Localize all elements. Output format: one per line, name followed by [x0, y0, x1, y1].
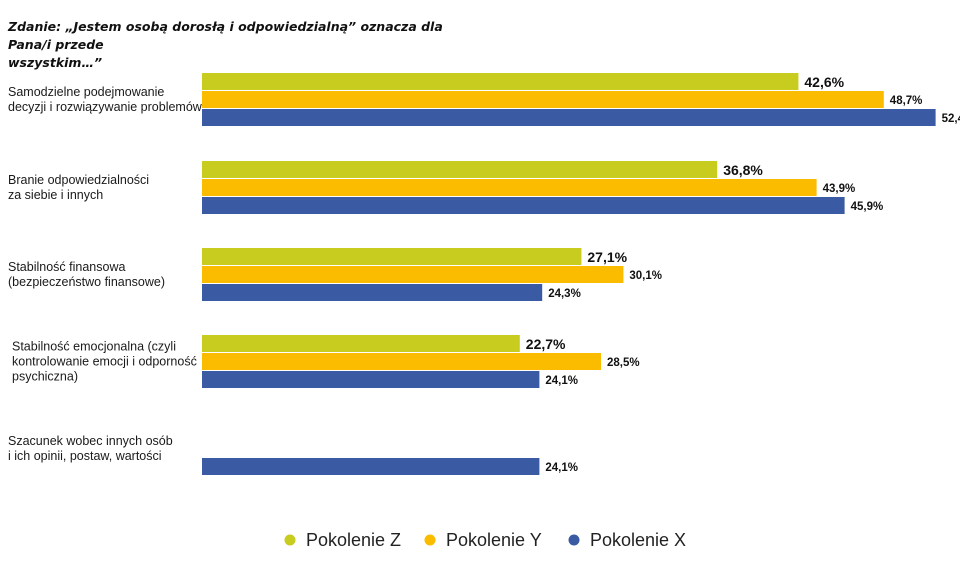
- category-label-line: (bezpieczeństwo finansowe): [8, 275, 165, 289]
- bar-pokolenie-z: [202, 73, 799, 90]
- chart-title: Zdanie: „Jestem osobą dorosłą i odpowied…: [8, 18, 468, 72]
- category-label: Szacunek wobec innych osób i ich opinii, …: [8, 434, 173, 463]
- data-label: 36,8%: [723, 162, 763, 178]
- category-label-line: Stabilność emocjonalna (czyli: [12, 340, 176, 354]
- bar-pokolenie-y: [202, 266, 624, 283]
- category-label-line: kontrolowanie emocji i odporność: [12, 355, 197, 369]
- data-label: 28,5%: [607, 357, 640, 369]
- bar-pokolenie-x: [202, 371, 540, 388]
- data-label: 24,3%: [548, 288, 581, 300]
- data-label: 48,7%: [890, 95, 923, 107]
- category-label-line: Szacunek wobec innych osób: [8, 434, 173, 448]
- legend-label: Pokolenie Z: [306, 530, 401, 550]
- data-label: 24,1%: [545, 462, 578, 474]
- chart-title-line-1: Zdanie: „Jestem osobą dorosłą i odpowied…: [8, 19, 443, 52]
- bar-pokolenie-x: [202, 109, 936, 126]
- data-label: 42,6%: [804, 74, 844, 90]
- legend-marker: [424, 534, 436, 546]
- bar-pokolenie-x: [202, 284, 543, 301]
- data-label: 27,1%: [587, 249, 627, 265]
- data-label: 43,9%: [823, 183, 856, 195]
- category-label-line: decyzji i rozwiązywanie problemów: [8, 100, 203, 114]
- category-label: Samodzielne podejmowanie decyzji i rozwią…: [8, 85, 203, 114]
- legend-marker: [568, 534, 580, 546]
- bar-pokolenie-x: [202, 197, 845, 214]
- data-label: 22,7%: [526, 336, 566, 352]
- bar-pokolenie-z: [202, 248, 582, 265]
- legend-label: Pokolenie X: [590, 530, 686, 550]
- category-label-line: za siebie i innych: [8, 188, 103, 202]
- category-label-line: Branie odpowiedzialności: [8, 173, 149, 187]
- legend-label: Pokolenie Y: [446, 530, 542, 550]
- category-label: Stabilność emocjonalna (czyli kontrolowan…: [12, 340, 197, 384]
- legend-marker: [284, 534, 296, 546]
- data-label: 24,1%: [545, 375, 578, 387]
- category-label: Branie odpowiedzialności za siebie i inny…: [8, 173, 149, 202]
- category-label-line: Stabilność finansowa: [8, 260, 125, 274]
- data-label: 45,9%: [851, 201, 884, 213]
- bar-pokolenie-y: [202, 353, 601, 370]
- bar-pokolenie-y: [202, 91, 884, 108]
- category-label-line: Samodzielne podejmowanie: [8, 85, 164, 99]
- category-label: Stabilność finansowa (bezpieczeństwo fina…: [8, 260, 165, 289]
- bar-pokolenie-y: [202, 179, 817, 196]
- bar-pokolenie-z: [202, 335, 520, 352]
- data-label: 52,4%: [942, 113, 960, 125]
- category-label-line: i ich opinii, postaw, wartości: [8, 449, 162, 463]
- data-label: 30,1%: [629, 270, 662, 282]
- chart-title-line-2: wszystkim…”: [8, 55, 103, 70]
- bar-pokolenie-x: [202, 458, 540, 475]
- category-label-line: psychiczna): [12, 370, 78, 384]
- bar-pokolenie-z: [202, 161, 718, 178]
